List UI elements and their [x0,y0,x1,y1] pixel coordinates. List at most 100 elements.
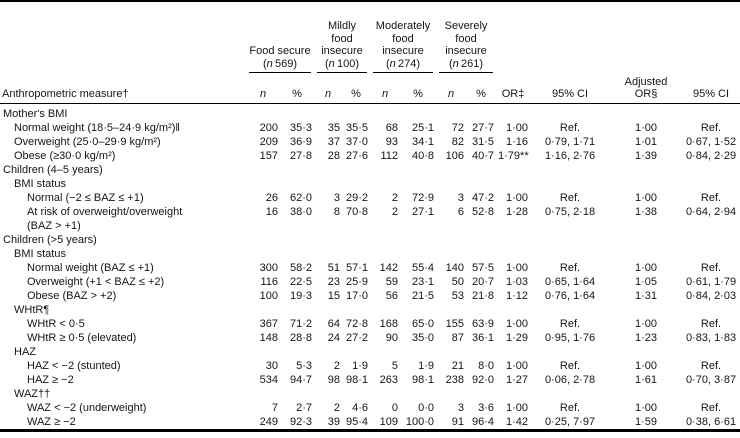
cell-pct-severely: 63·9 [471,318,495,330]
cell-or-ci: 0·06, 2·78 [544,374,596,386]
cell-pct-moderately [400,345,436,359]
cell-or-ci: 0·76, 1·64 [544,290,596,302]
table-row: Normal (−2 ≤ BAZ ≤ +1) 26 62·0 3 29·2 2 72·9 3 4… [0,191,740,205]
cell-n-severely: 50 [451,276,465,288]
cell-or: 1·27 [505,374,529,386]
cell-or-ci: Ref. [559,122,581,134]
header-or: OR‡ [496,73,531,104]
cell-pct-food-secure: 19·3 [289,290,312,302]
cell-n-mildly: 28 [327,150,340,162]
cell-or: 1·00 [505,318,529,330]
cell-n-mildly: 51 [327,262,340,274]
cell-n-mildly [314,177,342,191]
cell-n-mildly: 24 [327,332,340,344]
section-heading-row: Mother's BMI [0,104,740,122]
cell-pct-mildly: 27·6 [345,150,368,162]
row-label: HAZ ≥ −2 [27,374,74,386]
cell-n-food-secure: 116 [260,276,278,288]
group-n: (n 569) [262,57,298,70]
header-pct-4: % [466,73,497,104]
cell-adjusted-or: 1·23 [635,332,658,344]
table-row: WHtR < 0·5 367 71·2 64 72·8 168 65·0 155 63·9 1·0… [0,317,740,331]
cell-adjusted-or: 1·00 [635,122,658,134]
row-label: HAZ [14,346,36,358]
cell-n-food-secure [246,247,280,261]
cell-pct-food-secure [280,177,314,191]
header-n-2: n [314,73,342,104]
table-row: WAZ < −2 (underweight) 7 2·7 2 4·6 0 0·0 3 3·6 1·… [0,401,740,415]
cell-adjusted-or-ci [682,345,740,359]
cell-pct-mildly: 29·2 [345,192,368,204]
cell-adjusted-or [610,247,682,261]
cell-pct-mildly: 27·2 [345,332,368,344]
section-heading-row: Children (4–5 years) [0,163,740,177]
row-label: HAZ < −2 (stunted) [27,360,121,372]
cell-adjusted-or: 1·00 [635,262,658,274]
cell-pct-mildly [342,104,370,122]
cell-or: 1·00 [505,262,529,274]
cell-pct-moderately: 100·0 [405,416,435,428]
cell-n-mildly [314,233,342,247]
cell-n-mildly [314,247,342,261]
cell-pct-moderately: 23·1 [411,276,435,288]
cell-pct-severely: 52·8 [471,206,495,218]
table-row: Normal weight (BAZ ≤ +1) 300 58·2 51 57·1 142… [0,261,740,275]
cell-n-moderately: 142 [379,262,398,274]
cell-or-ci: Ref. [559,192,581,204]
cell-adjusted-or-ci: 0·70, 3·87 [685,374,737,386]
cell-n-mildly: 64 [327,318,340,330]
cell-adjusted-or-ci: Ref. [700,192,722,204]
column-group-box: Mildly food insecure (n 100) [317,20,367,73]
cell-n-severely [436,303,466,317]
cell-pct-food-secure: 94·7 [289,374,312,386]
cell-or-ci: Ref. [559,360,581,372]
cell-or-ci [530,104,610,122]
cell-pct-moderately: 27·1 [411,206,435,218]
row-label: WHtR¶ [14,304,50,316]
table-row: Obese (BAZ > +2) 100 19·3 15 17·0 56 21·5 53 21·… [0,289,740,303]
cell-n-moderately [370,345,400,359]
cell-pct-mildly [342,247,370,261]
cell-n-severely: 3 [457,192,465,204]
cell-n-severely: 6 [457,206,465,218]
cell-n-moderately: 112 [380,150,398,162]
cell-pct-moderately: 35·0 [411,332,435,344]
cell-pct-mildly [342,303,370,317]
cell-pct-mildly: 57·1 [345,262,368,274]
section-heading-row: Children (>5 years) [0,233,740,247]
cell-n-mildly: 2 [333,360,340,372]
cell-or [496,177,530,191]
cell-or: 1·12 [505,290,529,302]
cell-pct-moderately [400,104,436,122]
cell-adjusted-or-ci [682,247,740,261]
cell-pct-severely: 20·7 [471,276,495,288]
cell-pct-mildly: 72·8 [345,318,368,330]
cell-adjusted-or [610,104,682,122]
cell-n-moderately: 2 [391,192,398,204]
cell-or: 1·00 [505,192,529,204]
table-row: HAZ < −2 (stunted) 30 5·3 2 1·9 5 1·9 21 8·0 1·00… [0,359,740,373]
table-row: WHtR ≥ 0·5 (elevated) 148 28·8 24 27·2 90 35·0… [0,331,740,345]
cell-n-mildly [314,163,342,177]
corner-spacer [0,1,246,73]
cell-pct-moderately [400,163,436,177]
cell-adjusted-or-ci: Ref. [700,122,722,134]
cell-n-food-secure: 367 [259,318,278,330]
cell-or-ci [530,345,610,359]
cell-n-moderately [370,177,400,191]
cell-n-food-secure [246,303,280,317]
row-label: WHtR < 0·5 [27,318,85,330]
cell-n-food-secure [246,345,280,359]
cell-n-mildly [314,345,342,359]
group-label: Severely food insecure [444,20,488,57]
table-row: WAZ ≥ −2 249 92·3 39 95·4 109 100·0 91 96·4 1·42 0… [0,415,740,431]
cell-n-severely: 21 [451,360,465,372]
cell-pct-food-secure [280,163,314,177]
cell-n-mildly: 2 [333,402,340,414]
cell-or [496,303,530,317]
cell-pct-food-secure: 92·3 [289,416,312,428]
cell-n-moderately [370,247,400,261]
cell-n-moderately [370,387,400,401]
cell-or [496,163,530,177]
cell-pct-severely [466,303,496,317]
